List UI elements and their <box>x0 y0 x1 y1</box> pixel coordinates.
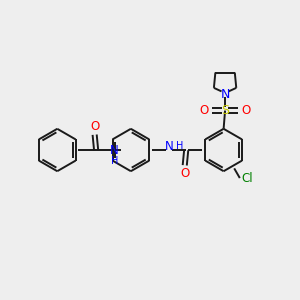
Text: N: N <box>220 88 230 101</box>
Text: H: H <box>176 141 183 151</box>
Text: Cl: Cl <box>241 172 253 184</box>
Text: H: H <box>111 156 118 166</box>
Text: O: O <box>180 167 189 180</box>
Text: N: N <box>165 140 173 153</box>
Text: S: S <box>221 104 229 117</box>
Text: N: N <box>110 144 119 157</box>
Text: O: O <box>241 104 250 117</box>
Text: O: O <box>90 120 99 133</box>
Text: O: O <box>200 104 209 117</box>
